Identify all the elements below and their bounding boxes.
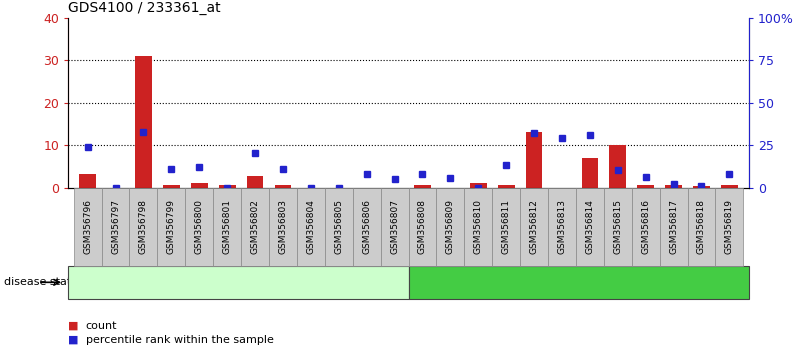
Text: GSM356799: GSM356799 bbox=[167, 199, 176, 254]
Bar bbox=[470, 183, 487, 188]
Text: percentile rank within the sample: percentile rank within the sample bbox=[86, 335, 274, 345]
Bar bbox=[275, 185, 292, 188]
Text: ■: ■ bbox=[68, 321, 78, 331]
Text: pancreatic cancer: pancreatic cancer bbox=[185, 276, 292, 289]
Text: GSM356805: GSM356805 bbox=[334, 199, 344, 254]
Bar bbox=[247, 176, 264, 188]
Bar bbox=[693, 186, 710, 188]
Text: GSM356798: GSM356798 bbox=[139, 199, 148, 254]
Text: healthy control: healthy control bbox=[534, 276, 623, 289]
Bar bbox=[721, 185, 738, 188]
Bar bbox=[414, 185, 431, 188]
Text: GSM356809: GSM356809 bbox=[446, 199, 455, 254]
Text: GSM356797: GSM356797 bbox=[111, 199, 120, 254]
Bar bbox=[219, 185, 235, 188]
Text: GSM356800: GSM356800 bbox=[195, 199, 203, 254]
Text: GDS4100 / 233361_at: GDS4100 / 233361_at bbox=[68, 1, 221, 15]
Text: GSM356814: GSM356814 bbox=[586, 199, 594, 254]
Bar bbox=[135, 56, 152, 188]
Text: GSM356803: GSM356803 bbox=[279, 199, 288, 254]
Text: GSM356801: GSM356801 bbox=[223, 199, 231, 254]
Bar bbox=[497, 185, 514, 188]
Text: GSM356804: GSM356804 bbox=[306, 199, 316, 254]
Bar bbox=[665, 185, 682, 188]
Text: ■: ■ bbox=[68, 335, 78, 345]
Text: GSM356819: GSM356819 bbox=[725, 199, 734, 254]
Text: count: count bbox=[86, 321, 117, 331]
Bar bbox=[163, 185, 179, 188]
Text: GSM356802: GSM356802 bbox=[251, 199, 260, 254]
Bar bbox=[582, 158, 598, 188]
Text: GSM356796: GSM356796 bbox=[83, 199, 92, 254]
Text: disease state: disease state bbox=[4, 277, 78, 287]
Text: GSM356811: GSM356811 bbox=[501, 199, 511, 254]
Text: GSM356808: GSM356808 bbox=[418, 199, 427, 254]
Bar bbox=[610, 145, 626, 188]
Text: GSM356807: GSM356807 bbox=[390, 199, 399, 254]
Text: GSM356810: GSM356810 bbox=[473, 199, 483, 254]
Bar bbox=[638, 185, 654, 188]
Text: GSM356812: GSM356812 bbox=[529, 199, 538, 254]
Bar bbox=[79, 173, 96, 188]
Text: GSM356813: GSM356813 bbox=[557, 199, 566, 254]
Text: GSM356816: GSM356816 bbox=[641, 199, 650, 254]
Text: GSM356815: GSM356815 bbox=[614, 199, 622, 254]
Bar bbox=[191, 183, 207, 188]
Text: GSM356817: GSM356817 bbox=[669, 199, 678, 254]
Bar bbox=[525, 132, 542, 188]
Text: GSM356818: GSM356818 bbox=[697, 199, 706, 254]
Text: GSM356806: GSM356806 bbox=[362, 199, 371, 254]
